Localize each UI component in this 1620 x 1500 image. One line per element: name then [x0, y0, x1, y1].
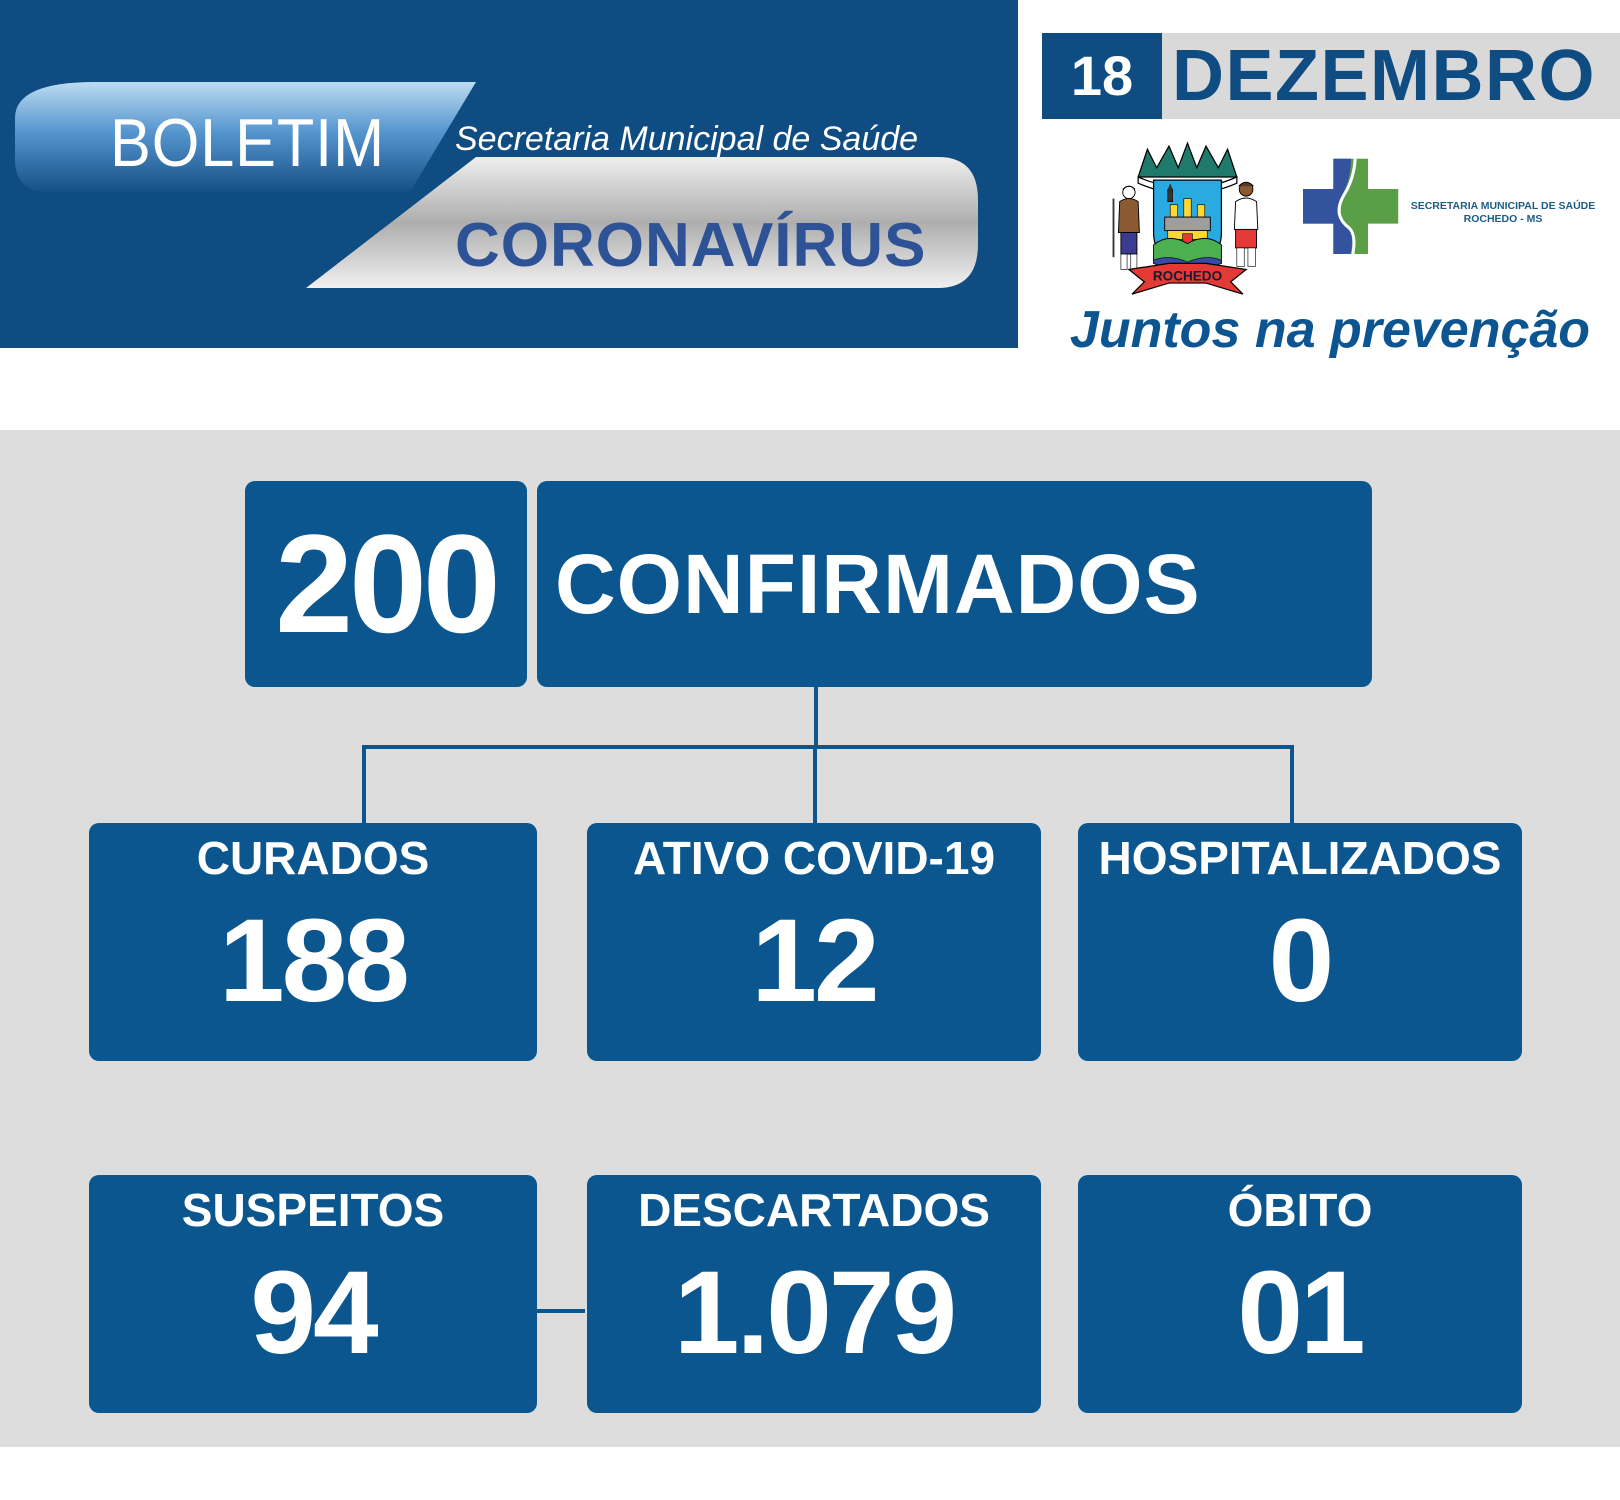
svg-text:ROCHEDO: ROCHEDO	[1153, 269, 1222, 284]
